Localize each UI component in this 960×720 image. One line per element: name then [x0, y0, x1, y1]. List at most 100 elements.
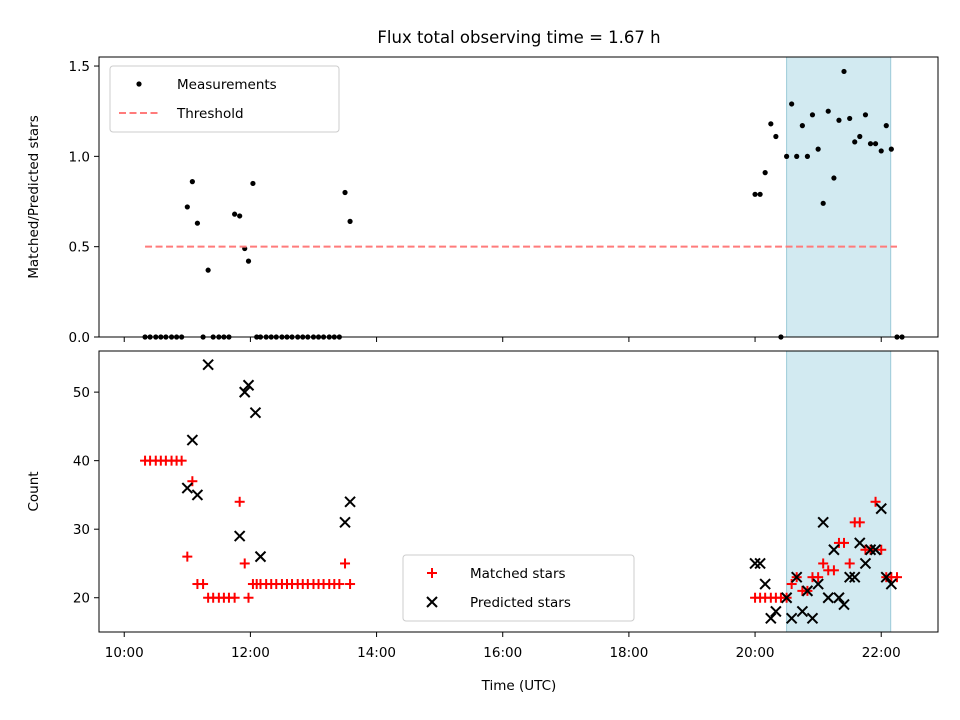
- panel-2-y-axis-label: Count: [26, 471, 42, 511]
- data-point-plus: [182, 551, 193, 562]
- chart-title: Flux total observing time = 1.67 h: [377, 28, 660, 47]
- data-point-plus: [234, 496, 245, 507]
- data-point-plus: [818, 558, 829, 569]
- panel-2-y-tick-label: 40: [73, 454, 90, 470]
- data-point-x: [796, 605, 809, 618]
- data-point-plus: [176, 455, 187, 466]
- data-point-x: [770, 605, 782, 618]
- data-point-dot: [342, 189, 348, 196]
- x-marker-b: [817, 516, 829, 529]
- data-point-plus: [229, 592, 240, 603]
- data-point-dot: [867, 141, 874, 147]
- data-point-dot: [784, 153, 790, 159]
- x-marker-b: [822, 592, 834, 604]
- x-marker-b: [833, 592, 845, 604]
- data-point-dot: [194, 220, 201, 226]
- data-point-x: [859, 557, 872, 570]
- panel-1-legend: Measurements Threshold: [109, 65, 340, 133]
- data-point-plus: [334, 579, 345, 590]
- data-point-dot: [820, 200, 826, 206]
- x-marker-b: [854, 537, 866, 549]
- data-point-x: [843, 571, 856, 583]
- data-point-plus: [813, 572, 824, 583]
- data-point-dot: [237, 213, 243, 219]
- data-point-x: [817, 516, 829, 529]
- legend-box: [402, 554, 635, 622]
- data-point-x: [242, 379, 255, 391]
- panel-2-legend: Matched stars Predicted stars: [402, 554, 635, 622]
- data-point-x: [838, 598, 850, 611]
- data-point-x: [885, 578, 898, 590]
- data-point-dot: [752, 191, 758, 197]
- x-marker-b: [885, 578, 898, 590]
- panel-2-series-1: [140, 455, 902, 603]
- data-point-plus: [243, 592, 254, 603]
- x-marker-b: [843, 571, 856, 583]
- data-point-x: [780, 592, 793, 604]
- data-point-dot: [836, 117, 842, 123]
- x-marker-b: [869, 544, 882, 556]
- data-point-x: [880, 571, 892, 583]
- data-point-x: [186, 434, 199, 446]
- data-point-x: [869, 544, 882, 556]
- ratio-panel: 0.0 0.5 1.0 1.5 Matched/Predicted stars Measu…: [26, 56, 939, 346]
- x-marker-b: [806, 612, 819, 624]
- data-point-x: [875, 502, 887, 515]
- panel-1-shaded-span: [786, 56, 892, 338]
- panel-2-y-tick-label: 30: [73, 522, 90, 538]
- data-point-dot: [250, 180, 256, 187]
- data-point-x: [759, 578, 771, 590]
- data-point-dot: [136, 81, 142, 87]
- data-point-dot: [773, 133, 779, 140]
- data-point-dot: [347, 218, 353, 224]
- panel-1-y-tick-label: 1.5: [69, 59, 90, 75]
- data-point-dot: [189, 179, 195, 185]
- x-marker-b: [181, 482, 194, 494]
- data-point-x: [822, 592, 834, 604]
- data-point-x: [833, 592, 845, 604]
- data-point-x: [812, 578, 824, 590]
- legend-box: [109, 65, 340, 133]
- x-marker-b: [186, 434, 199, 446]
- data-point-x: [801, 585, 814, 597]
- data-point-dot: [841, 68, 847, 75]
- data-point-plus: [345, 579, 356, 590]
- x-tick-label: 22:00: [862, 645, 901, 661]
- x-marker-b: [849, 571, 861, 583]
- x-marker-b: [254, 550, 267, 563]
- data-point-dot: [883, 123, 889, 129]
- data-point-dot: [804, 153, 811, 159]
- data-point-x: [202, 359, 214, 371]
- x-marker-b: [875, 502, 887, 515]
- data-point-dot: [847, 115, 853, 122]
- panel-1-y-tick-label: 0.5: [69, 240, 90, 256]
- x-marker-b: [339, 516, 351, 529]
- panel-1-y-axis-label: Matched/Predicted stars: [26, 115, 42, 278]
- data-point-plus: [828, 565, 839, 576]
- x-marker-b: [790, 571, 803, 583]
- x-marker-b: [239, 386, 251, 398]
- data-point-x: [790, 571, 803, 583]
- legend-entry: Predicted stars: [426, 595, 571, 611]
- data-point-dot: [857, 133, 863, 140]
- data-point-dot: [825, 108, 831, 114]
- data-point-dot: [872, 141, 879, 147]
- legend-label: Measurements: [177, 77, 277, 93]
- data-point-x: [849, 571, 861, 583]
- data-point-plus: [839, 537, 850, 548]
- x-marker-b: [796, 605, 809, 618]
- panel-2-series-2: [181, 359, 898, 624]
- legend-entry: Measurements: [136, 77, 277, 93]
- x-marker-b: [828, 544, 840, 556]
- x-marker-b: [838, 598, 850, 611]
- data-point-dot: [762, 170, 768, 176]
- data-point-plus: [340, 558, 351, 569]
- x-tick-label: 14:00: [357, 645, 396, 661]
- data-point-x: [233, 530, 246, 542]
- data-point-x: [754, 557, 766, 570]
- data-point-dot: [232, 211, 238, 217]
- data-point-plus: [891, 572, 902, 583]
- data-point-dot: [809, 112, 816, 118]
- x-marker-b: [765, 612, 777, 624]
